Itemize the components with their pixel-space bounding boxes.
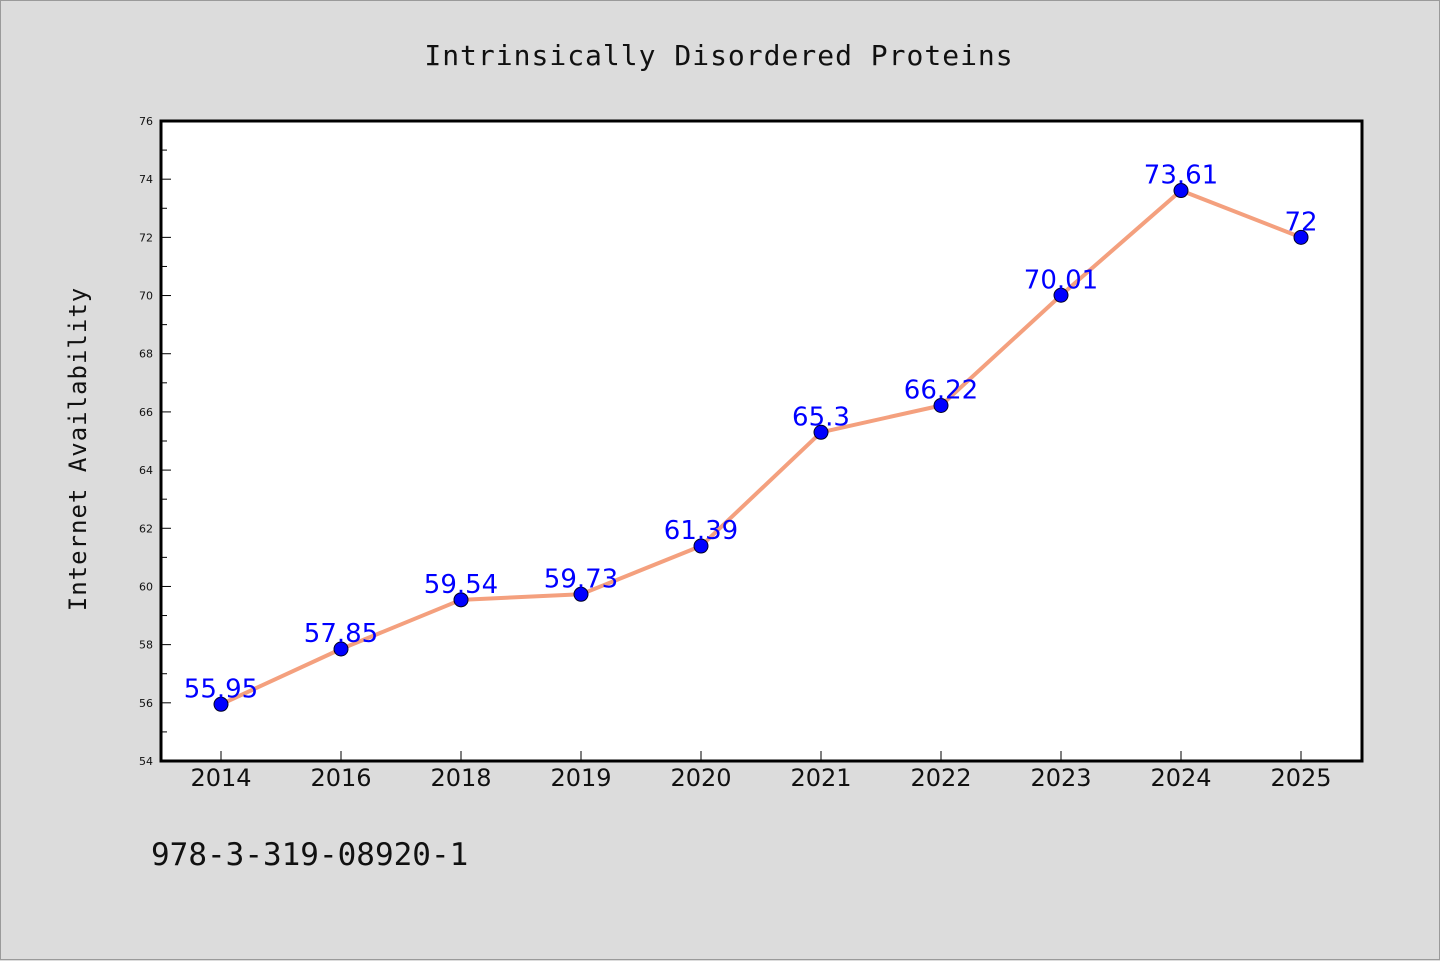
x-axis: 2014 2016 2018 2019 2020 2021 2022 2023 2024 2025 — [190, 751, 1332, 792]
data-point-marker — [213, 696, 229, 712]
data-label: 72 — [1284, 207, 1317, 237]
y-tick-label: 68 — [139, 348, 153, 361]
data-point-marker — [333, 641, 349, 657]
series-line — [219, 188, 1303, 707]
x-tick-label: 2018 — [430, 764, 491, 792]
footnote-isbn: 978-3-319-08920-1 — [151, 837, 468, 873]
chart-title: Intrinsically Disordered Proteins — [424, 39, 1013, 72]
data-point-marker — [1173, 183, 1189, 199]
y-tick-label: 70 — [139, 290, 153, 303]
y-tick-label: 74 — [139, 173, 153, 186]
x-tick-label: 2023 — [1030, 764, 1091, 792]
x-tick-label: 2019 — [550, 764, 611, 792]
y-tick-label: 64 — [139, 464, 153, 477]
x-tick-label: 2025 — [1270, 764, 1331, 792]
data-point-marker — [453, 592, 469, 608]
y-tick-label: 66 — [139, 406, 153, 419]
data-labels: 55.95 57.85 59.54 59.73 61.39 65.3 66.22 70.01 7… — [184, 161, 1318, 705]
data-point-marker — [573, 586, 589, 602]
data-label: 59.73 — [544, 564, 618, 594]
data-label: 55.95 — [184, 674, 258, 704]
y-axis: 54 56 58 60 62 64 66 68 70 72 74 76 — [139, 115, 171, 768]
y-tick-label: 56 — [139, 697, 153, 710]
data-point-marker — [933, 398, 949, 414]
series-internet-availability — [213, 183, 1309, 712]
plot-area — [159, 119, 1364, 763]
x-tick-label: 2014 — [190, 764, 251, 792]
data-label: 59.54 — [424, 570, 498, 600]
data-point-marker — [693, 538, 709, 554]
data-label: 70.01 — [1024, 265, 1098, 295]
y-tick-label: 60 — [139, 580, 153, 593]
y-tick-label: 58 — [139, 639, 153, 652]
x-tick-label: 2020 — [670, 764, 731, 792]
x-tick-label: 2024 — [1150, 764, 1211, 792]
data-point-marker — [813, 424, 829, 440]
y-tick-label: 76 — [139, 115, 153, 128]
y-tick-label: 54 — [139, 755, 153, 768]
y-tick-label: 72 — [139, 231, 153, 244]
data-point-marker — [1053, 287, 1069, 303]
y-tick-label: 62 — [139, 522, 153, 535]
x-tick-label: 2021 — [790, 764, 851, 792]
data-label: 66.22 — [904, 376, 978, 406]
data-label: 57.85 — [304, 619, 378, 649]
data-point-marker — [1293, 229, 1309, 245]
data-label: 61.39 — [664, 516, 738, 546]
data-label: 73.61 — [1144, 161, 1218, 191]
x-tick-label: 2022 — [910, 764, 971, 792]
data-label: 65.3 — [792, 402, 850, 432]
y-axis-label: Internet Availability — [64, 287, 92, 611]
x-tick-label: 2016 — [310, 764, 371, 792]
